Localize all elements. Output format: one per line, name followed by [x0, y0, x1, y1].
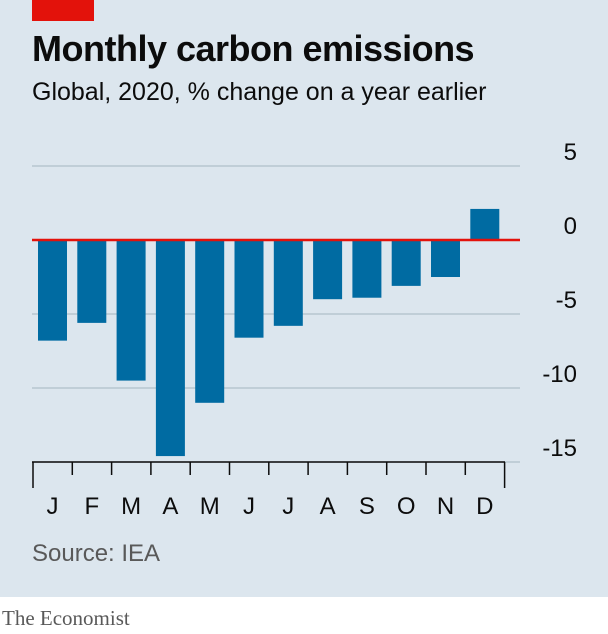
bar-chart: 50-5-10-15J F M A M J J A S O N D [32, 139, 577, 520]
publisher-name: The Economist [2, 606, 130, 630]
chart-title: Monthly carbon emissions [32, 28, 475, 69]
x-tick-label: N [437, 493, 454, 520]
x-tick-label: O [397, 493, 416, 520]
y-tick-label: 5 [564, 139, 577, 166]
bar [116, 240, 146, 381]
y-tick-label: -10 [542, 361, 577, 388]
bar [352, 240, 382, 298]
x-tick-label: F [84, 493, 99, 520]
x-tick-label: M [121, 493, 141, 520]
x-tick-label: J [47, 493, 59, 520]
x-tick-label: J [282, 493, 294, 520]
chart-subtitle: Global, 2020, % change on a year earlier [32, 78, 487, 106]
y-tick-label: 0 [564, 213, 577, 240]
bar [313, 240, 343, 300]
x-tick-label: A [162, 493, 178, 520]
bar [273, 240, 303, 326]
source-note: Source: IEA [32, 540, 161, 567]
x-tick-label: M [200, 493, 220, 520]
x-tick-label: S [359, 493, 375, 520]
bar [431, 240, 460, 277]
bar [38, 240, 67, 341]
bar [155, 240, 185, 457]
y-tick-label: -15 [542, 435, 577, 462]
bar [391, 240, 421, 286]
y-tick-label: -5 [556, 287, 577, 314]
bar [470, 208, 500, 240]
bar [77, 240, 107, 323]
bar [234, 240, 264, 338]
brand-tag [32, 0, 94, 21]
x-tick-label: J [243, 493, 255, 520]
bar [195, 240, 225, 403]
x-tick-label: D [476, 493, 493, 520]
x-tick-label: A [320, 493, 336, 520]
